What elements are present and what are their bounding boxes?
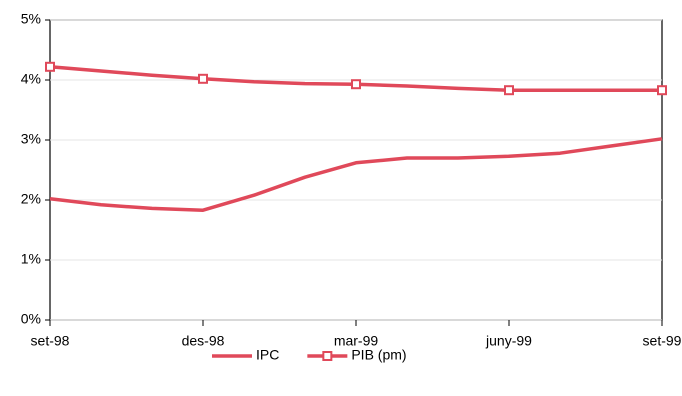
y-tick-label: 3% — [21, 131, 41, 147]
marker — [45, 61, 55, 72]
y-tick-label: 5% — [21, 11, 41, 27]
marker — [198, 73, 208, 84]
x-tick-label: mar-99 — [334, 333, 379, 349]
plot-frame — [49, 19, 663, 321]
y-tick-label: 0% — [21, 311, 41, 327]
series-line — [49, 137, 663, 212]
legend-marker — [322, 351, 333, 361]
marker — [351, 79, 361, 90]
y-tick-label: 1% — [21, 251, 41, 267]
legend-label: PIB (pm) — [351, 347, 406, 363]
marker — [504, 85, 514, 96]
x-tick-label: set-98 — [31, 333, 70, 349]
marker — [657, 85, 667, 96]
legend-label: IPC — [256, 347, 279, 363]
x-tick-label: set-99 — [643, 333, 682, 349]
y-tick-label: 4% — [21, 71, 41, 87]
y-tick-label: 2% — [21, 191, 41, 207]
x-tick-label: juny-99 — [485, 333, 532, 349]
x-tick-label: des-98 — [182, 333, 225, 349]
